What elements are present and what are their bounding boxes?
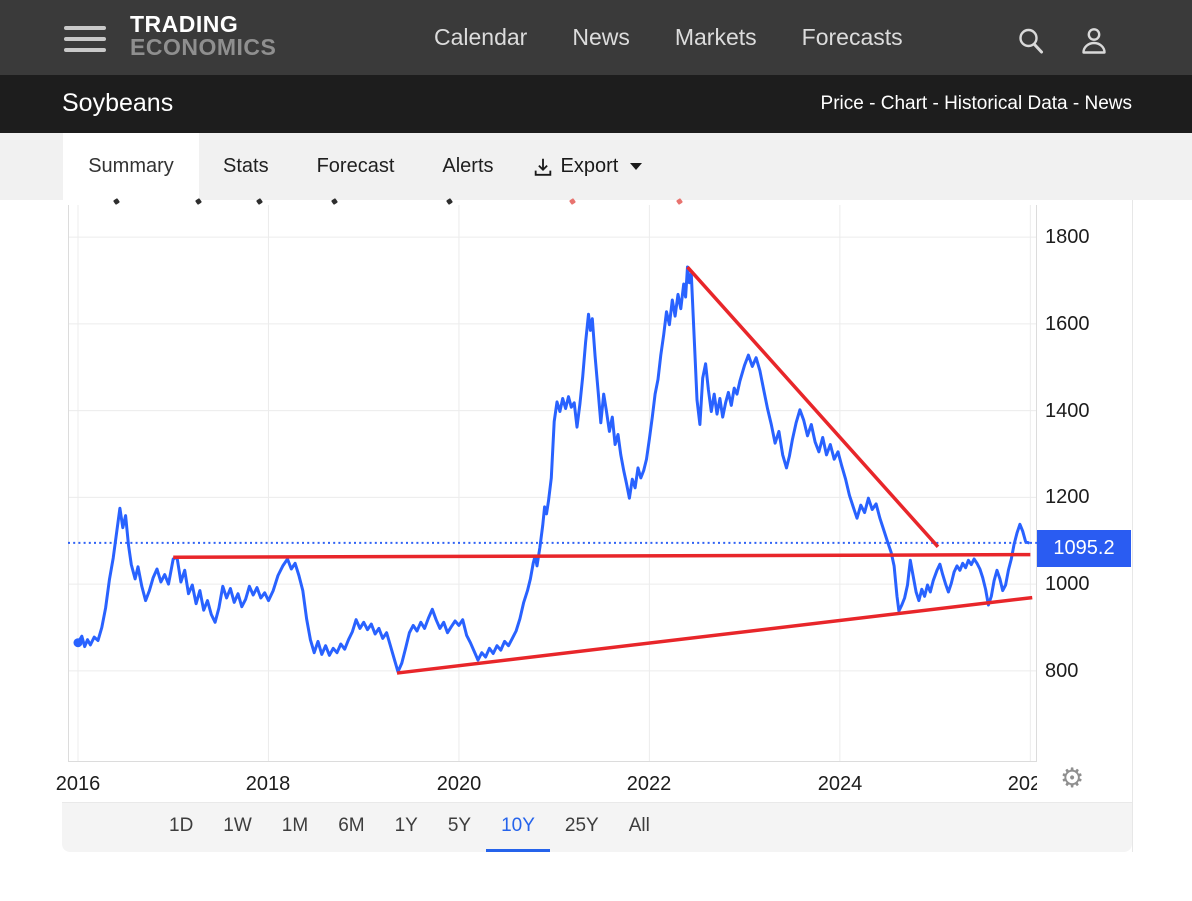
series-line-soybeans: [76, 265, 1030, 674]
x-axis-label: 2020: [436, 773, 482, 795]
x-axis: 2016 2018 2020 2022 2024 2026: [0, 770, 1037, 800]
export-button[interactable]: Export: [532, 133, 643, 200]
breadcrumb-links[interactable]: Price - Chart - Historical Data - News: [820, 93, 1132, 114]
x-axis-label: 2016: [55, 773, 101, 795]
x-axis-label: 2026: [1007, 773, 1037, 795]
page-title: Soybeans: [62, 89, 174, 117]
y-axis-label: 1400: [1045, 400, 1090, 422]
range-button-6m[interactable]: 6M: [338, 815, 365, 836]
price-chart[interactable]: [68, 205, 1037, 762]
instrument-header: Soybeans Price - Chart - Historical Data…: [0, 75, 1192, 133]
logo[interactable]: TRADING ECONOMICS: [130, 11, 277, 61]
range-button-all[interactable]: All: [628, 815, 650, 836]
y-axis-label: 1600: [1045, 313, 1090, 335]
nav-item-calendar[interactable]: Calendar: [434, 24, 528, 50]
settings-gear-icon[interactable]: ⚙: [1060, 763, 1085, 793]
y-axis-label: 800: [1045, 660, 1079, 682]
download-icon: [534, 158, 551, 176]
x-axis-label: 2022: [626, 773, 672, 795]
series-start-dot: [73, 638, 83, 648]
range-button-5y[interactable]: 5Y: [447, 815, 472, 836]
caret-down-icon: [630, 163, 643, 170]
x-axis-label: 2024: [817, 773, 863, 795]
export-label: Export: [560, 155, 619, 177]
tab-summary[interactable]: Summary: [63, 133, 199, 200]
x-axis-label: 2018: [245, 773, 291, 795]
trendline-descending-resistance: [686, 265, 940, 549]
y-axis-label: 1800: [1045, 226, 1090, 248]
tab-forecast[interactable]: Forecast: [316, 155, 395, 177]
user-icon[interactable]: [1079, 25, 1109, 57]
nav-item-news[interactable]: News: [572, 24, 630, 50]
main-nav: Calendar News Markets Forecasts: [434, 0, 903, 75]
range-button-1m[interactable]: 1M: [281, 815, 309, 836]
y-axis-label: 1200: [1045, 486, 1090, 508]
y-axis-label: 1000: [1045, 573, 1090, 595]
card-right-border: [1132, 200, 1133, 852]
range-button-25y[interactable]: 25Y: [564, 815, 599, 836]
logo-line1: TRADING: [130, 11, 239, 37]
trendline-ascending-support: [396, 595, 1033, 675]
trendline-horizontal-resistance: [173, 552, 1031, 559]
range-button-10y[interactable]: 10Y: [486, 803, 550, 852]
range-button-1y[interactable]: 1Y: [394, 815, 418, 836]
search-icon[interactable]: [1016, 25, 1046, 57]
range-button-1w[interactable]: 1W: [223, 815, 252, 836]
menu-icon[interactable]: [64, 26, 106, 52]
top-navbar: TRADING ECONOMICS Calendar News Markets For…: [0, 0, 1192, 75]
range-selector-bar: 1D 1W 1M 6M 1Y 5Y 10Y 25Y All: [62, 802, 1132, 852]
range-button-1d[interactable]: 1D: [169, 815, 194, 836]
current-price-badge: 1095.2: [1037, 530, 1131, 567]
tab-stats[interactable]: Stats: [223, 155, 269, 177]
tab-alerts[interactable]: Alerts: [442, 155, 494, 177]
nav-item-markets[interactable]: Markets: [674, 24, 757, 50]
logo-line2: ECONOMICS: [130, 34, 277, 61]
tab-bar: Summary Stats Forecast Alerts Export: [0, 133, 1192, 200]
nav-item-forecasts[interactable]: Forecasts: [801, 24, 903, 50]
